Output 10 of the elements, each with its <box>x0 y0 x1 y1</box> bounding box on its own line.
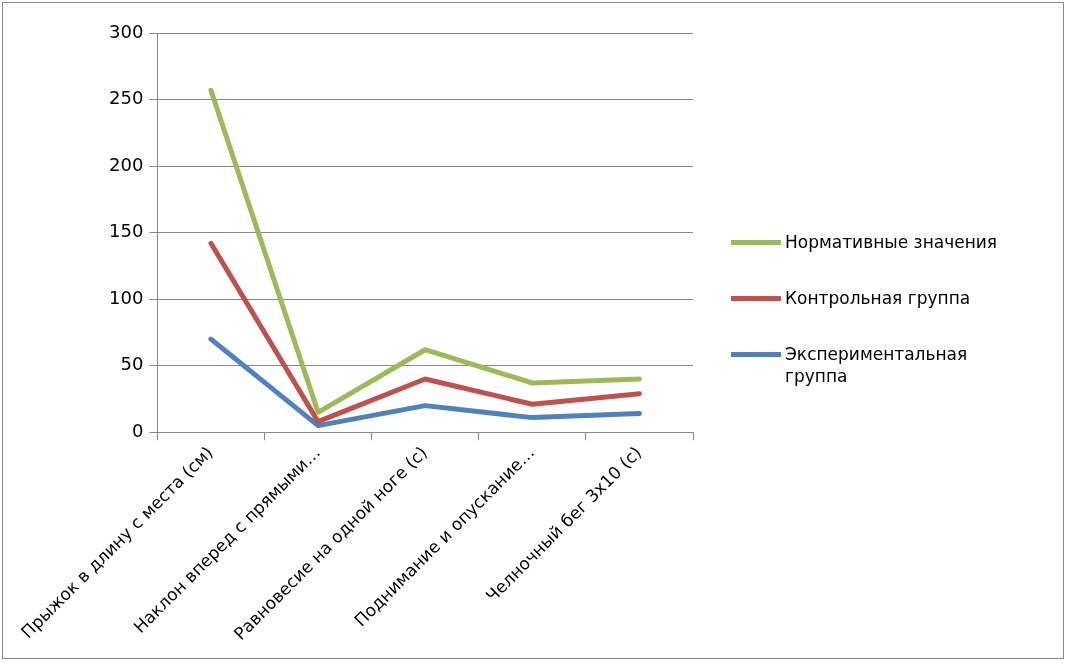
y-tick-label: 100 <box>109 286 144 308</box>
y-tick-label: 0 <box>131 419 144 441</box>
y-tick-label: 150 <box>109 220 144 242</box>
y-tick-label: 200 <box>109 153 144 175</box>
y-tick-label: 300 <box>109 20 144 42</box>
y-tick-label: 250 <box>109 87 144 109</box>
legend-label: Нормативные значения <box>785 231 999 253</box>
legend-label: Экспериментальная группа <box>785 343 969 387</box>
y-tick-label: 50 <box>120 353 144 375</box>
legend-label: Контрольная группа <box>785 287 972 309</box>
